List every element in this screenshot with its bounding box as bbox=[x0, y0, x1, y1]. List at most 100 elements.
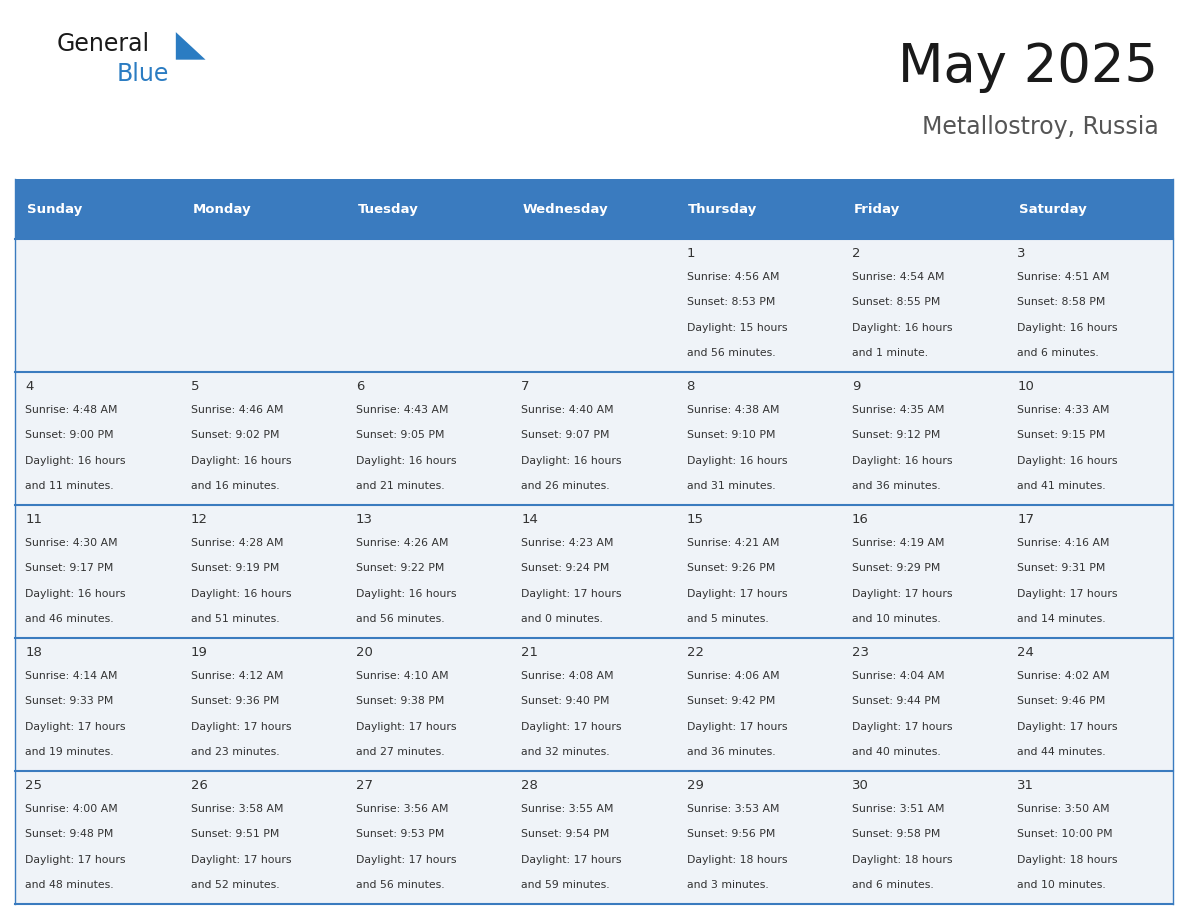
Text: and 10 minutes.: and 10 minutes. bbox=[1017, 880, 1106, 890]
Text: 21: 21 bbox=[522, 646, 538, 659]
Text: Daylight: 17 hours: Daylight: 17 hours bbox=[522, 588, 621, 599]
Text: Sunrise: 3:53 AM: Sunrise: 3:53 AM bbox=[687, 804, 779, 814]
Text: 19: 19 bbox=[190, 646, 208, 659]
Text: and 14 minutes.: and 14 minutes. bbox=[1017, 614, 1106, 624]
Text: 1: 1 bbox=[687, 247, 695, 261]
Text: and 0 minutes.: and 0 minutes. bbox=[522, 614, 604, 624]
Bar bbox=[842, 638, 1007, 771]
Bar bbox=[15, 240, 181, 373]
Bar bbox=[1007, 179, 1173, 240]
Text: Daylight: 17 hours: Daylight: 17 hours bbox=[687, 722, 788, 732]
Text: 7: 7 bbox=[522, 380, 530, 393]
Text: and 46 minutes.: and 46 minutes. bbox=[25, 614, 114, 624]
Bar bbox=[1007, 505, 1173, 638]
Text: Sunrise: 4:21 AM: Sunrise: 4:21 AM bbox=[687, 538, 779, 548]
Text: Sunrise: 3:55 AM: Sunrise: 3:55 AM bbox=[522, 804, 614, 814]
Bar bbox=[181, 505, 346, 638]
Bar bbox=[677, 373, 842, 505]
Bar bbox=[511, 179, 677, 240]
Text: and 51 minutes.: and 51 minutes. bbox=[190, 614, 279, 624]
Bar bbox=[677, 179, 842, 240]
Text: and 5 minutes.: and 5 minutes. bbox=[687, 614, 769, 624]
Text: General: General bbox=[57, 32, 150, 56]
Text: Daylight: 16 hours: Daylight: 16 hours bbox=[1017, 323, 1118, 333]
Text: and 23 minutes.: and 23 minutes. bbox=[190, 747, 279, 757]
Bar bbox=[15, 505, 181, 638]
Text: Daylight: 17 hours: Daylight: 17 hours bbox=[852, 588, 953, 599]
Text: Blue: Blue bbox=[116, 62, 169, 86]
Text: Sunrise: 4:48 AM: Sunrise: 4:48 AM bbox=[25, 405, 118, 415]
Text: Daylight: 17 hours: Daylight: 17 hours bbox=[1017, 722, 1118, 732]
Text: 6: 6 bbox=[356, 380, 365, 393]
Text: Sunset: 9:40 PM: Sunset: 9:40 PM bbox=[522, 697, 609, 706]
Text: Sunset: 9:58 PM: Sunset: 9:58 PM bbox=[852, 829, 940, 839]
Text: Metallostroy, Russia: Metallostroy, Russia bbox=[922, 115, 1158, 139]
Bar bbox=[346, 505, 511, 638]
Text: Sunrise: 4:51 AM: Sunrise: 4:51 AM bbox=[1017, 272, 1110, 282]
Text: Sunset: 9:17 PM: Sunset: 9:17 PM bbox=[25, 564, 114, 574]
Text: Sunrise: 4:08 AM: Sunrise: 4:08 AM bbox=[522, 671, 614, 681]
Text: and 16 minutes.: and 16 minutes. bbox=[190, 481, 279, 491]
Bar bbox=[842, 771, 1007, 904]
Text: and 27 minutes.: and 27 minutes. bbox=[356, 747, 444, 757]
Text: Thursday: Thursday bbox=[688, 203, 758, 216]
Text: Sunrise: 4:26 AM: Sunrise: 4:26 AM bbox=[356, 538, 448, 548]
Text: 16: 16 bbox=[852, 513, 868, 526]
Text: Sunrise: 3:50 AM: Sunrise: 3:50 AM bbox=[1017, 804, 1110, 814]
Text: Sunset: 8:53 PM: Sunset: 8:53 PM bbox=[687, 297, 775, 308]
Text: Sunrise: 4:46 AM: Sunrise: 4:46 AM bbox=[190, 405, 283, 415]
Text: Sunset: 9:00 PM: Sunset: 9:00 PM bbox=[25, 431, 114, 441]
Text: 25: 25 bbox=[25, 779, 43, 792]
Text: Sunrise: 4:06 AM: Sunrise: 4:06 AM bbox=[687, 671, 779, 681]
Text: Daylight: 17 hours: Daylight: 17 hours bbox=[1017, 588, 1118, 599]
Text: Sunrise: 4:28 AM: Sunrise: 4:28 AM bbox=[190, 538, 283, 548]
Text: Daylight: 17 hours: Daylight: 17 hours bbox=[190, 722, 291, 732]
Text: Sunrise: 4:43 AM: Sunrise: 4:43 AM bbox=[356, 405, 448, 415]
Text: 15: 15 bbox=[687, 513, 703, 526]
Text: Sunrise: 3:56 AM: Sunrise: 3:56 AM bbox=[356, 804, 448, 814]
Text: and 59 minutes.: and 59 minutes. bbox=[522, 880, 609, 890]
Bar bbox=[842, 373, 1007, 505]
Text: Sunrise: 4:14 AM: Sunrise: 4:14 AM bbox=[25, 671, 118, 681]
Bar bbox=[181, 638, 346, 771]
Text: Sunrise: 4:40 AM: Sunrise: 4:40 AM bbox=[522, 405, 614, 415]
Text: Sunrise: 4:10 AM: Sunrise: 4:10 AM bbox=[356, 671, 449, 681]
Text: Saturday: Saturday bbox=[1019, 203, 1087, 216]
Text: 14: 14 bbox=[522, 513, 538, 526]
Bar bbox=[346, 179, 511, 240]
Polygon shape bbox=[176, 32, 206, 60]
Text: Sunrise: 4:19 AM: Sunrise: 4:19 AM bbox=[852, 538, 944, 548]
Bar bbox=[181, 179, 346, 240]
Text: 20: 20 bbox=[356, 646, 373, 659]
Text: Sunrise: 4:16 AM: Sunrise: 4:16 AM bbox=[1017, 538, 1110, 548]
Text: 24: 24 bbox=[1017, 646, 1034, 659]
Text: and 44 minutes.: and 44 minutes. bbox=[1017, 747, 1106, 757]
Bar bbox=[1007, 373, 1173, 505]
Text: 29: 29 bbox=[687, 779, 703, 792]
Text: Tuesday: Tuesday bbox=[358, 203, 418, 216]
Bar bbox=[346, 373, 511, 505]
Text: 10: 10 bbox=[1017, 380, 1034, 393]
Text: and 41 minutes.: and 41 minutes. bbox=[1017, 481, 1106, 491]
Text: 5: 5 bbox=[190, 380, 200, 393]
Text: 12: 12 bbox=[190, 513, 208, 526]
Text: Daylight: 16 hours: Daylight: 16 hours bbox=[25, 456, 126, 465]
Text: Daylight: 16 hours: Daylight: 16 hours bbox=[25, 588, 126, 599]
Text: Sunset: 9:53 PM: Sunset: 9:53 PM bbox=[356, 829, 444, 839]
Text: and 10 minutes.: and 10 minutes. bbox=[852, 614, 941, 624]
Text: 13: 13 bbox=[356, 513, 373, 526]
Bar bbox=[15, 373, 181, 505]
Text: and 6 minutes.: and 6 minutes. bbox=[1017, 348, 1099, 358]
Text: and 21 minutes.: and 21 minutes. bbox=[356, 481, 444, 491]
Text: Sunset: 9:48 PM: Sunset: 9:48 PM bbox=[25, 829, 114, 839]
Text: Sunset: 9:12 PM: Sunset: 9:12 PM bbox=[852, 431, 940, 441]
Text: Daylight: 16 hours: Daylight: 16 hours bbox=[356, 456, 456, 465]
Bar bbox=[1007, 638, 1173, 771]
Text: 30: 30 bbox=[852, 779, 868, 792]
Text: Sunrise: 3:58 AM: Sunrise: 3:58 AM bbox=[190, 804, 283, 814]
Text: Daylight: 16 hours: Daylight: 16 hours bbox=[356, 588, 456, 599]
Text: Sunset: 9:22 PM: Sunset: 9:22 PM bbox=[356, 564, 444, 574]
Text: Sunrise: 4:30 AM: Sunrise: 4:30 AM bbox=[25, 538, 118, 548]
Text: Sunset: 9:15 PM: Sunset: 9:15 PM bbox=[1017, 431, 1106, 441]
Text: and 3 minutes.: and 3 minutes. bbox=[687, 880, 769, 890]
